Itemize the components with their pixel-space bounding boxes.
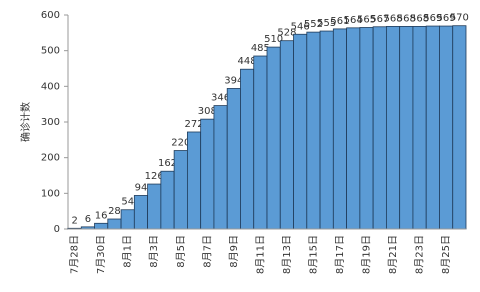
data-label: 485 [251, 43, 270, 54]
x-tick-label: 8月5日 [175, 235, 187, 268]
bar [332, 28, 348, 230]
bar [240, 68, 255, 230]
bar [452, 25, 467, 230]
x-tick-label: 8月11日 [254, 235, 266, 274]
bar [279, 40, 294, 230]
bar [213, 105, 228, 230]
data-label: 394 [224, 75, 243, 86]
bar [346, 27, 361, 230]
x-tick-label: 8月23日 [414, 235, 426, 274]
bar [385, 26, 401, 230]
bar [359, 27, 374, 230]
bar [439, 25, 454, 230]
y-tick-label: 0 [54, 224, 60, 235]
bar [107, 218, 122, 230]
data-label: 2 [71, 215, 77, 226]
data-label: 568 [410, 13, 429, 24]
data-label: 6 [85, 214, 91, 225]
data-label: 561 [330, 16, 349, 27]
data-label: 448 [238, 56, 257, 67]
data-label: 346 [211, 93, 230, 104]
bar [399, 26, 414, 230]
bar [266, 46, 281, 230]
x-tick-label: 8月7日 [201, 235, 213, 268]
bar [253, 55, 268, 230]
bar [186, 131, 202, 230]
x-tick-label: 8月21日 [387, 235, 399, 274]
x-tick-label: 8月1日 [122, 235, 134, 268]
data-label: 94 [135, 182, 148, 193]
bar [160, 170, 175, 230]
data-label: 528 [277, 28, 296, 39]
data-label: 555 [317, 18, 336, 29]
data-label: 569 [423, 13, 442, 24]
data-label: 510 [264, 34, 283, 45]
bar [133, 195, 148, 230]
data-label: 546 [291, 21, 310, 32]
x-tick-label: 7月28日 [69, 235, 81, 274]
x-tick-label: 8月19日 [361, 235, 373, 274]
y-tick-label: 500 [41, 46, 60, 57]
data-label: 565 [357, 14, 376, 25]
bar [293, 33, 308, 230]
bar [147, 183, 162, 230]
data-label: 564 [344, 15, 363, 26]
bar [425, 25, 440, 230]
data-label: 54 [121, 197, 134, 208]
data-label: 162 [158, 158, 177, 169]
x-tick-label: 8月3日 [148, 235, 160, 268]
bar [306, 31, 321, 230]
y-tick-label: 600 [41, 10, 60, 21]
data-label: 28 [108, 206, 121, 217]
y-axis-title: 确诊计数 [19, 102, 32, 142]
data-label: 567 [370, 14, 389, 25]
bar [94, 222, 109, 230]
data-label: 552 [304, 19, 323, 30]
bar [372, 26, 387, 230]
x-tick-label: 8月17日 [334, 235, 346, 274]
bar [120, 209, 135, 230]
data-label: 220 [171, 138, 190, 149]
y-tick-label: 300 [41, 117, 60, 128]
data-label: 16 [95, 210, 108, 221]
data-label: 570 [450, 13, 469, 24]
x-tick-label: 8月13日 [281, 235, 293, 274]
bar [200, 118, 215, 230]
y-tick-label: 200 [41, 153, 60, 164]
bar [226, 88, 241, 230]
bar [173, 150, 188, 230]
x-tick-label: 8月25日 [440, 235, 452, 274]
y-tick-label: 100 [41, 188, 60, 199]
x-tick-label: 7月30日 [95, 235, 107, 274]
data-label: 272 [184, 119, 203, 130]
y-tick-label: 400 [41, 81, 60, 92]
x-tick-label: 8月15日 [307, 235, 319, 274]
data-label: 126 [145, 171, 164, 182]
data-label: 568 [383, 13, 402, 24]
bar [319, 30, 334, 230]
data-label: 569 [437, 13, 456, 24]
bar [412, 26, 427, 230]
data-label: 568 [397, 13, 416, 24]
data-label: 308 [198, 106, 217, 117]
x-tick-label: 8月9日 [228, 235, 240, 268]
